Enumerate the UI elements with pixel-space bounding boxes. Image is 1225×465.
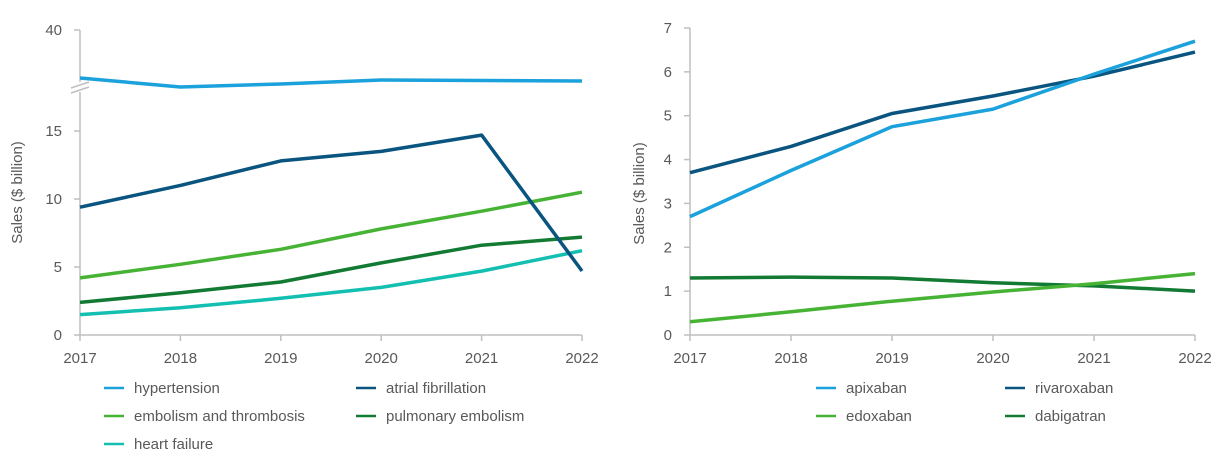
x-tick-label: 2019 <box>875 350 908 367</box>
y-tick-label: 5 <box>54 259 62 276</box>
y-tick-label: 2 <box>664 239 672 256</box>
y-tick-label: 6 <box>664 64 672 81</box>
legend-label: atrial fibrillation <box>386 380 486 397</box>
legend-0: hypertension atrial fibrillation embolism … <box>104 380 524 453</box>
axis-break-slash <box>70 86 90 94</box>
series-line-heart-failure <box>79 248 583 317</box>
series-line-dabigatran <box>689 275 1196 293</box>
legend-item: heart failure <box>104 436 213 453</box>
axis-break-marker <box>70 81 90 94</box>
series-line-pulmonary-embolism <box>79 235 583 305</box>
x-tick-label: 2020 <box>976 350 1009 367</box>
legend-label: rivaroxaban <box>1035 380 1113 397</box>
y-axis-1: 0 1 2 3 4 5 6 7 <box>664 20 691 344</box>
series-line-edoxaban <box>689 271 1196 324</box>
legend-label: edoxaban <box>846 408 912 425</box>
legend-1: apixaban rivaroxaban edoxaban dabigatran <box>816 380 1113 425</box>
series-line-rivaroxaban <box>689 50 1196 175</box>
x-tick-label: 2017 <box>673 350 706 367</box>
x-tick-label: 2021 <box>465 350 498 367</box>
x-tick-label: 2022 <box>565 350 598 367</box>
x-tick-label: 2019 <box>264 350 297 367</box>
y-tick-label: 1 <box>664 283 672 300</box>
y-axis-title-0: Sales ($ billion) <box>9 141 26 244</box>
x-tick-label: 2020 <box>365 350 398 367</box>
series-line-embolism-and-thrombosis <box>79 190 583 280</box>
legend-item: atrial fibrillation <box>356 380 486 397</box>
legend-label: apixaban <box>846 380 907 397</box>
legend-label: pulmonary embolism <box>386 408 524 425</box>
legend-label: dabigatran <box>1035 408 1106 425</box>
y-tick-label: 5 <box>664 108 672 125</box>
y-tick-label: 15 <box>45 123 62 140</box>
y-axis-title-1: Sales ($ billion) <box>631 142 648 245</box>
legend-item: apixaban <box>816 380 907 397</box>
legend-item: hypertension <box>104 380 220 397</box>
y-tick-label: 7 <box>664 20 672 37</box>
x-tick-label: 2017 <box>63 350 96 367</box>
y-tick-label: 0 <box>664 327 672 344</box>
y-axis-0: 0 5 10 15 40 <box>45 22 81 344</box>
x-axis-0: 2017 2018 2019 2020 2021 2022 <box>63 334 599 367</box>
series-line-apixaban <box>689 39 1196 219</box>
y-tick-label: 0 <box>54 327 62 344</box>
x-axis-1: 2017 2018 2019 2020 2021 2022 <box>673 334 1212 367</box>
axis-break-gap <box>71 82 89 92</box>
axis-break-slash <box>70 81 90 89</box>
x-tick-label: 2022 <box>1178 350 1211 367</box>
x-tick-label: 2021 <box>1077 350 1110 367</box>
y-tick-label: 10 <box>45 191 62 208</box>
legend-item: dabigatran <box>1005 408 1106 425</box>
legend-item: edoxaban <box>816 408 912 425</box>
legend-label: heart failure <box>134 436 213 453</box>
series-line-hypertension <box>79 76 583 89</box>
series-line-atrial-fibrillation <box>79 133 584 273</box>
legend-label: embolism and thrombosis <box>134 408 305 425</box>
legend-item: pulmonary embolism <box>356 408 524 425</box>
y-tick-label: 40 <box>45 22 62 39</box>
x-tick-label: 2018 <box>774 350 807 367</box>
legend-item: embolism and thrombosis <box>104 408 305 425</box>
x-tick-label: 2018 <box>164 350 197 367</box>
legend-item: rivaroxaban <box>1005 380 1113 397</box>
y-tick-label: 4 <box>664 152 672 169</box>
legend-label: hypertension <box>134 380 220 397</box>
y-tick-label: 3 <box>664 195 672 212</box>
